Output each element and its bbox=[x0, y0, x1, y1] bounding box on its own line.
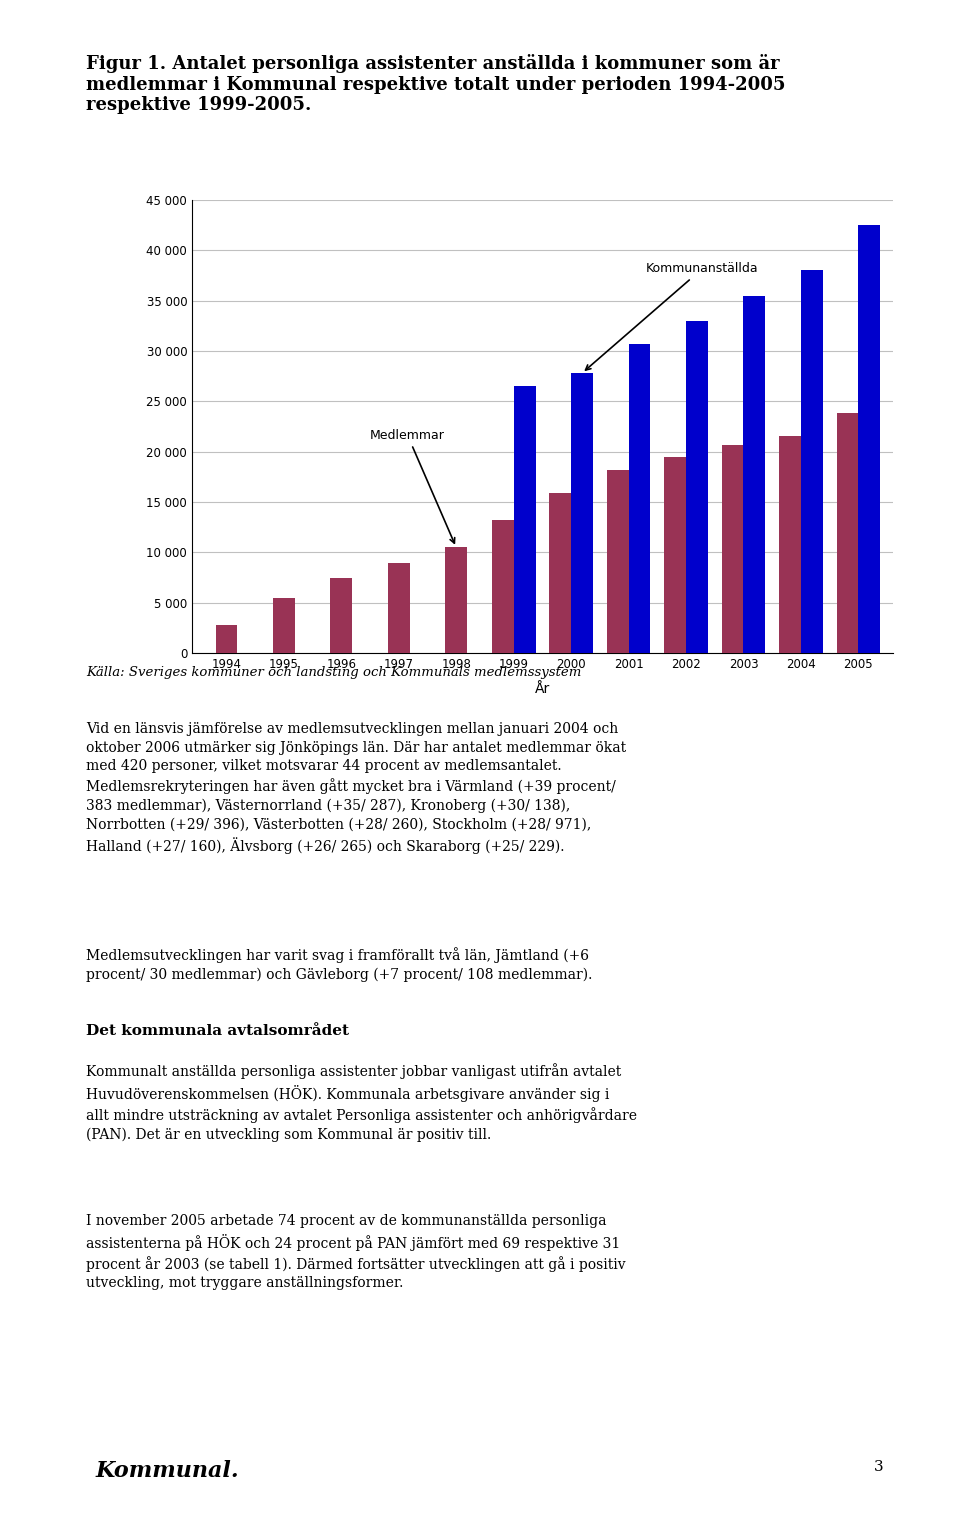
Bar bbox=[780, 435, 801, 653]
Text: Källa: Sveriges kommuner och landsting och Kommunals medlemssystem: Källa: Sveriges kommuner och landsting o… bbox=[86, 666, 582, 678]
Text: Det kommunala avtalsområdet: Det kommunala avtalsområdet bbox=[86, 1024, 349, 1037]
Bar bbox=[743, 295, 765, 653]
Text: Figur 1. Antalet personliga assistenter anställda i kommuner som är
medlemmar i : Figur 1. Antalet personliga assistenter … bbox=[86, 54, 786, 114]
Bar bbox=[514, 386, 536, 653]
Bar bbox=[858, 224, 880, 653]
Bar bbox=[549, 493, 571, 653]
X-axis label: År: År bbox=[535, 682, 550, 696]
Text: Kommunanställda: Kommunanställda bbox=[586, 263, 758, 370]
Text: Medlemmar: Medlemmar bbox=[370, 429, 455, 543]
Bar bbox=[273, 598, 295, 653]
Bar bbox=[801, 271, 823, 653]
Bar bbox=[492, 520, 514, 653]
Bar bbox=[607, 470, 629, 653]
Bar bbox=[330, 578, 352, 653]
Bar bbox=[216, 626, 237, 653]
Text: Vid en länsvis jämförelse av medlemsutvecklingen mellan januari 2004 och
oktober: Vid en länsvis jämförelse av medlemsutve… bbox=[86, 722, 627, 855]
Bar bbox=[664, 456, 686, 653]
Bar bbox=[686, 321, 708, 653]
Text: Kommunalt anställda personliga assistenter jobbar vanligast utifrån avtalet
Huvu: Kommunalt anställda personliga assistent… bbox=[86, 1064, 637, 1142]
Text: Medlemsutvecklingen har varit svag i framförallt två län, Jämtland (+6
procent/ : Medlemsutvecklingen har varit svag i fra… bbox=[86, 947, 592, 982]
Text: 3: 3 bbox=[874, 1460, 883, 1474]
Bar bbox=[836, 413, 858, 653]
Bar bbox=[722, 444, 743, 653]
Bar bbox=[388, 563, 410, 653]
Text: Kommunal.: Kommunal. bbox=[96, 1460, 240, 1482]
Bar bbox=[629, 344, 650, 653]
Text: I november 2005 arbetade 74 procent av de kommunanställda personliga
assistenter: I november 2005 arbetade 74 procent av d… bbox=[86, 1214, 626, 1290]
Bar bbox=[571, 373, 593, 653]
Bar bbox=[445, 547, 468, 653]
